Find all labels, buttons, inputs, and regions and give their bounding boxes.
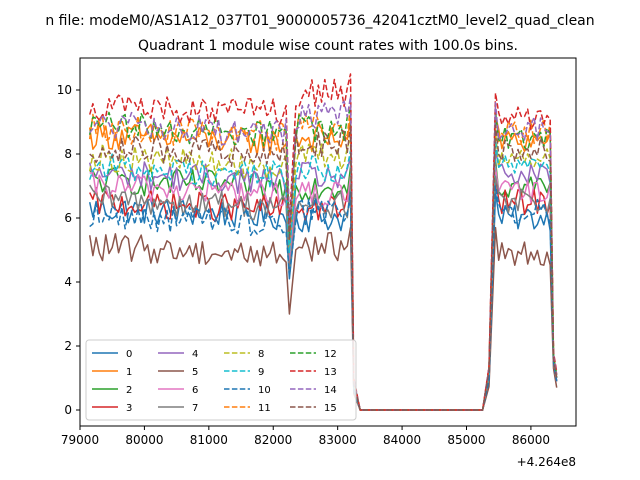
legend-label-1: 1	[126, 367, 132, 378]
legend-label-13: 13	[324, 367, 337, 378]
x-tick-label: 85000	[447, 433, 485, 447]
legend-frame	[85, 339, 357, 421]
x-tick-label: 84000	[383, 433, 421, 447]
y-tick-label: 2	[64, 339, 72, 353]
legend-label-6: 6	[192, 385, 198, 396]
y-tick-label: 0	[64, 403, 72, 417]
x-tick-label: 79000	[61, 433, 99, 447]
x-tick-label: 82000	[254, 433, 292, 447]
series-line-15	[89, 124, 558, 411]
y-tick-label: 8	[64, 147, 72, 161]
legend-label-12: 12	[324, 349, 337, 360]
axes-frame	[79, 57, 577, 427]
legend-label-10: 10	[258, 385, 271, 396]
series-line-9	[88, 140, 558, 411]
y-tick-label: 4	[64, 275, 72, 289]
series-line-13	[88, 73, 558, 411]
y-axis: 0 2 4 6 8 10	[57, 83, 80, 417]
series-line-10	[89, 185, 558, 411]
legend-label-4: 4	[192, 349, 198, 360]
figure-suptitle: n file: modeM0/AS1A12_037T01_9000005736_…	[45, 13, 594, 29]
legend-label-8: 8	[258, 349, 264, 360]
y-tick-label: 6	[64, 211, 72, 225]
legend-label-5: 5	[192, 367, 198, 378]
series-line-14	[89, 95, 558, 411]
y-tick-label: 10	[57, 83, 72, 97]
legend-label-0: 0	[126, 349, 132, 360]
legend-label-11: 11	[258, 403, 271, 414]
plot-area: 79000 80000 81000 82000 83000 84000 85000 86000…	[57, 57, 577, 469]
legend-label-2: 2	[126, 385, 132, 396]
series-layer	[88, 73, 558, 411]
x-tick-label: 86000	[512, 433, 550, 447]
series-line-5	[88, 226, 558, 411]
x-axis: 79000 80000 81000 82000 83000 84000 85000 86000	[61, 426, 550, 447]
x-tick-label: 80000	[125, 433, 163, 447]
x-tick-label: 83000	[319, 433, 357, 447]
chart-title: Quadrant 1 module wise count rates with …	[138, 38, 518, 54]
legend-label-9: 9	[258, 367, 264, 378]
legend-label-14: 14	[324, 385, 337, 396]
legend-label-3: 3	[126, 403, 132, 414]
legend-label-7: 7	[192, 403, 198, 414]
legend-label-15: 15	[324, 403, 337, 414]
x-axis-offset-label: +4.264e8	[517, 455, 576, 469]
x-tick-label: 81000	[190, 433, 228, 447]
